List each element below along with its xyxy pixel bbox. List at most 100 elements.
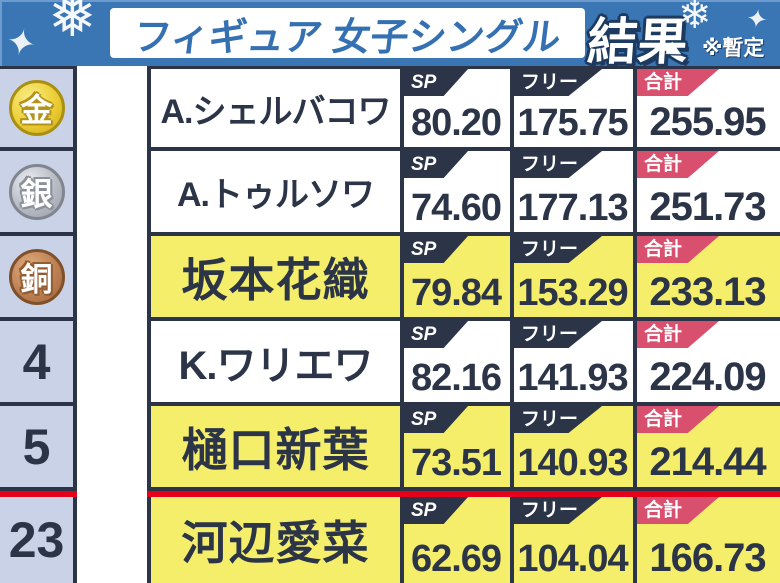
sp-label: SP xyxy=(404,321,468,348)
gap-column xyxy=(77,497,147,583)
provisional-note: ※暫定 xyxy=(702,37,765,60)
total-label: 合計 xyxy=(637,497,719,524)
free-score: 141.93 xyxy=(517,357,628,399)
total-score: 255.95 xyxy=(649,100,766,144)
skater-name-cell: 樋口新葉 xyxy=(147,406,400,491)
rank-cell: 銅 xyxy=(0,236,77,321)
rank-cell: 金 xyxy=(0,66,77,151)
bronze-medal-icon: 銅 xyxy=(8,248,65,305)
title-box: フィギュア 女子シングル xyxy=(110,8,585,59)
table-row: 金 A.シェルバコワ SP 80.20 フリー 175.75 合計 255.95 xyxy=(0,66,780,151)
free-score-cell: フリー 177.13 xyxy=(510,151,633,236)
skater-name: 坂本花織 xyxy=(181,253,370,306)
skater-name: 河辺愛菜 xyxy=(181,517,370,569)
total-label: 合計 xyxy=(637,236,719,263)
sp-score-cell: SP 79.84 xyxy=(400,236,510,321)
rank-break-separator xyxy=(0,491,780,497)
skater-name-cell: 坂本花織 xyxy=(147,236,400,321)
free-score: 175.75 xyxy=(517,102,628,144)
free-score-cell: フリー 141.93 xyxy=(510,321,633,406)
page-title: フィギュア 女子シングル xyxy=(130,16,564,59)
total-score: 233.13 xyxy=(649,270,766,314)
sp-label: SP xyxy=(404,497,468,524)
total-score: 224.09 xyxy=(649,355,766,399)
total-score-cell: 合計 255.95 xyxy=(633,66,780,151)
sp-score: 79.84 xyxy=(410,272,502,314)
gold-medal-icon: 金 xyxy=(8,80,65,136)
total-label: 合計 xyxy=(637,321,719,348)
skater-name-cell: A.トゥルソワ xyxy=(147,151,400,236)
total-score: 214.44 xyxy=(649,440,766,484)
total-score-cell: 合計 166.73 xyxy=(633,497,780,583)
gap-column xyxy=(77,151,147,236)
free-score: 153.29 xyxy=(517,272,628,314)
medal-kanji: 金 xyxy=(20,92,53,128)
rank-cell: 23 xyxy=(0,497,77,583)
free-label: フリー xyxy=(514,151,602,178)
total-score: 166.73 xyxy=(649,536,766,580)
sp-score: 73.51 xyxy=(410,442,502,484)
gap-column xyxy=(77,406,147,491)
total-label: 合計 xyxy=(637,406,719,433)
sp-score: 82.16 xyxy=(410,357,502,399)
separator-segment xyxy=(147,491,780,497)
gap-column xyxy=(77,321,147,406)
medal-kanji: 銀 xyxy=(20,175,53,212)
skater-name: 樋口新葉 xyxy=(181,423,370,476)
free-score-cell: フリー 175.75 xyxy=(510,66,633,151)
free-score: 177.13 xyxy=(517,187,628,229)
free-score-cell: フリー 104.04 xyxy=(510,497,633,583)
skater-name: A.シェルバコワ xyxy=(160,92,392,131)
total-score-cell: 合計 224.09 xyxy=(633,321,780,406)
total-score-cell: 合計 233.13 xyxy=(633,236,780,321)
total-score-cell: 合計 251.73 xyxy=(633,151,780,236)
sp-score-cell: SP 80.20 xyxy=(400,66,510,151)
header-banner: ❅ ✦ フィギュア 女子シングル 結果 ❄ ✦ ※暫定 xyxy=(0,0,780,70)
medal-kanji: 銅 xyxy=(20,260,53,297)
table-row: 23 河辺愛菜 SP 62.69 フリー 104.04 合計 166.73 xyxy=(0,497,780,583)
gap-column xyxy=(77,66,147,151)
result-label: 結果 xyxy=(585,14,690,70)
free-label: フリー xyxy=(514,406,602,433)
rank-number: 4 xyxy=(22,333,51,390)
sparkle-icon: ✦ xyxy=(2,19,41,66)
silver-medal-icon: 銀 xyxy=(8,163,65,220)
free-label: フリー xyxy=(514,236,602,263)
free-label: フリー xyxy=(514,69,602,96)
rank-number: 23 xyxy=(8,512,65,568)
table-row: 銅 坂本花織 SP 79.84 フリー 153.29 合計 233.13 xyxy=(0,236,780,321)
free-label: フリー xyxy=(514,497,602,524)
sp-score: 74.60 xyxy=(410,187,502,229)
snowflake-icon: ❅ xyxy=(48,0,97,49)
table-row: 4 K.ワリエワ SP 82.16 フリー 141.93 合計 224.09 xyxy=(0,321,780,406)
total-label: 合計 xyxy=(637,69,719,96)
free-score: 140.93 xyxy=(517,442,628,484)
sp-label: SP xyxy=(404,151,468,178)
sp-label: SP xyxy=(404,69,468,96)
skater-name: K.ワリエワ xyxy=(178,343,374,388)
sp-score-cell: SP 74.60 xyxy=(400,151,510,236)
skater-name: A.トゥルソワ xyxy=(177,176,375,214)
rank-number: 5 xyxy=(22,418,51,475)
sp-score: 80.20 xyxy=(410,102,502,144)
free-label: フリー xyxy=(514,321,602,348)
free-score: 104.04 xyxy=(517,538,628,580)
sp-score-cell: SP 73.51 xyxy=(400,406,510,491)
rank-cell: 4 xyxy=(0,321,77,406)
separator-segment xyxy=(0,491,77,497)
rank-cell: 5 xyxy=(0,406,77,491)
free-score-cell: フリー 153.29 xyxy=(510,236,633,321)
rank-cell: 銀 xyxy=(0,151,77,236)
table-row: 5 樋口新葉 SP 73.51 フリー 140.93 合計 214.44 xyxy=(0,406,780,491)
skater-name-cell: 河辺愛菜 xyxy=(147,497,400,583)
gap-column xyxy=(77,236,147,321)
results-table: 金 A.シェルバコワ SP 80.20 フリー 175.75 合計 255.95… xyxy=(0,66,780,583)
table-row: 銀 A.トゥルソワ SP 74.60 フリー 177.13 合計 251.73 xyxy=(0,151,780,236)
total-score: 251.73 xyxy=(649,185,766,229)
separator-gap xyxy=(77,491,147,497)
sp-score-cell: SP 82.16 xyxy=(400,321,510,406)
total-score-cell: 合計 214.44 xyxy=(633,406,780,491)
free-score-cell: フリー 140.93 xyxy=(510,406,633,491)
sp-score-cell: SP 62.69 xyxy=(400,497,510,583)
sp-score: 62.69 xyxy=(410,538,502,580)
